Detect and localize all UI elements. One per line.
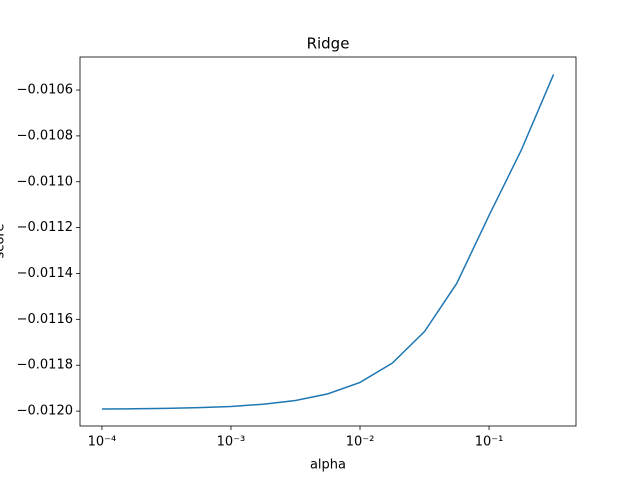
y-tick-label: −0.0114 [17,266,73,281]
y-tick-label: −0.0108 [17,128,73,143]
x-axis-label: alpha [310,458,346,473]
y-tick-label: −0.0116 [17,312,73,327]
plot-frame [79,56,577,427]
x-tick-label: 10⁻⁴ [88,435,117,450]
y-tick-label: −0.0112 [17,220,73,235]
x-tick-label: 10⁻³ [217,435,246,450]
y-axis-label: score [0,224,8,259]
x-tick-label: 10⁻¹ [475,435,504,450]
y-tick-label: −0.0118 [17,358,73,373]
x-tick-label: 10⁻² [346,435,375,450]
y-tick-label: −0.0106 [17,83,73,98]
y-tick-label: −0.0120 [17,404,73,419]
line-series [101,74,555,410]
y-tick-label: −0.0110 [17,174,73,189]
chart-title: Ridge [307,35,350,53]
